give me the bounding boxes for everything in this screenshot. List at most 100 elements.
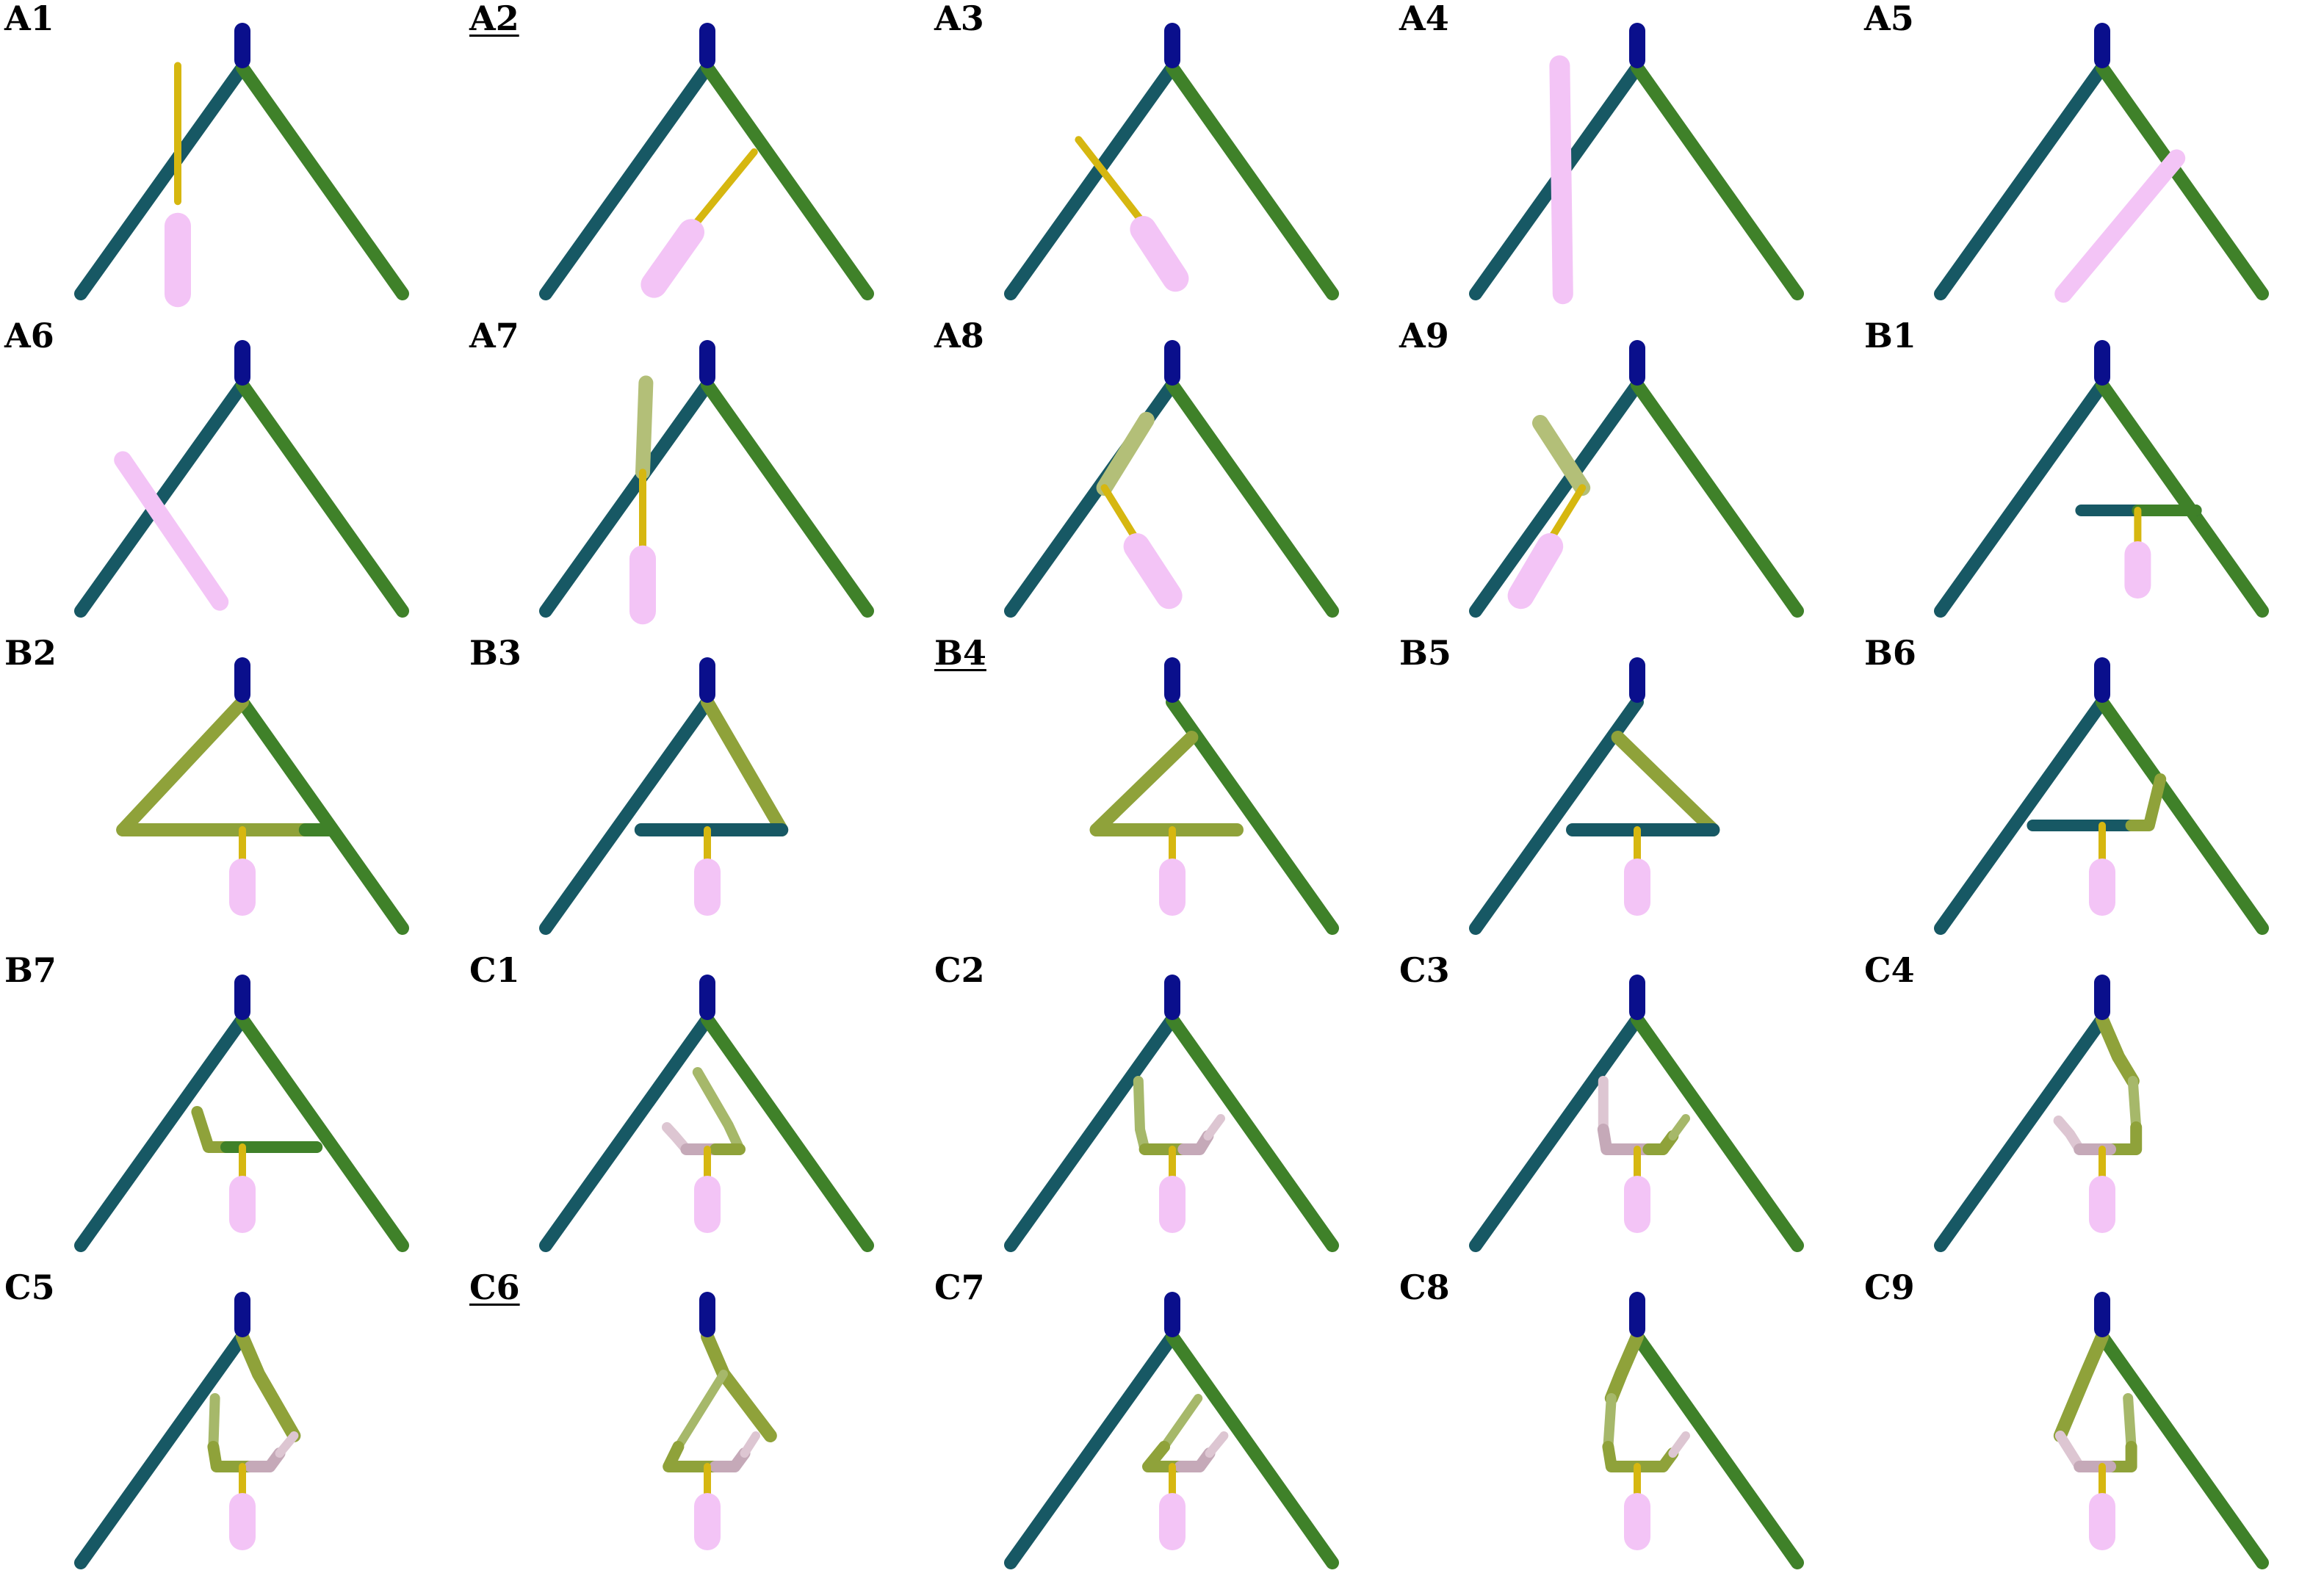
reticulation-segment	[2054, 1431, 2085, 1472]
panel-a1: A1	[0, 0, 464, 317]
tip-segment	[1549, 55, 1573, 305]
tree-diagram	[1934, 657, 2269, 935]
reticulation-segment	[191, 1106, 232, 1153]
reticulation-segment	[2053, 1116, 2085, 1154]
reticulation-segment	[116, 695, 249, 836]
connector-segment	[688, 148, 758, 233]
tip-segment	[1123, 533, 1183, 610]
right-branch	[1631, 1330, 1804, 1569]
reticulation-segment	[275, 1431, 299, 1458]
right-branch	[1166, 61, 1339, 300]
right-branch	[236, 695, 409, 935]
reticulation-segment	[1205, 1431, 1229, 1458]
reticulation-segment	[1603, 1393, 1617, 1452]
reticulation-segment	[674, 1370, 728, 1451]
reticulation-segment	[635, 375, 654, 480]
tree-diagram	[116, 657, 409, 935]
tip-segment	[114, 451, 229, 611]
tree-diagram	[1602, 1292, 1804, 1569]
reticulation-segment	[2053, 1330, 2109, 1442]
reticulation-segment	[1668, 1431, 1690, 1458]
panel-label: A9	[1399, 316, 1449, 355]
reticulation-segment	[1604, 1330, 1644, 1405]
tree-diagram	[74, 975, 409, 1252]
reticulation-segment	[740, 1431, 760, 1458]
left-branch	[1004, 1330, 1179, 1569]
panel-label: A1	[4, 0, 54, 38]
panel-c2: C2	[930, 952, 1394, 1269]
connector-segment	[1075, 136, 1147, 227]
panel-label: A2	[469, 0, 519, 38]
panel-label: C1	[469, 950, 520, 990]
right-branch	[2096, 695, 2269, 935]
panel-label: B1	[1864, 316, 1916, 355]
panel-c5: C5	[0, 1269, 464, 1586]
reticulation-segment	[1611, 731, 1720, 836]
panel-b2: B2	[0, 635, 464, 952]
panel-label: A7	[469, 316, 519, 355]
panel-a3: A3	[930, 0, 1394, 317]
panel-b1: B1	[1860, 317, 2324, 635]
right-branch	[701, 61, 874, 300]
tree-diagram	[1004, 1292, 1339, 1569]
right-branch	[1631, 1013, 1804, 1252]
reticulation-segment	[692, 1067, 745, 1154]
right-branch	[1166, 1013, 1339, 1252]
reticulation-segment	[245, 1447, 286, 1472]
panel-b6: B6	[1860, 635, 2324, 952]
panel-label: B2	[4, 633, 57, 673]
panel-a5: A5	[1860, 0, 2324, 317]
reticulation-segment	[2104, 1441, 2137, 1472]
tree-diagram	[663, 1292, 777, 1550]
right-branch	[1166, 378, 1339, 618]
tree-diagram	[74, 1292, 301, 1569]
left-branch	[74, 378, 249, 618]
reticulation-segment	[2123, 1393, 2137, 1452]
right-branch	[1631, 378, 1804, 618]
left-branch	[539, 1013, 714, 1252]
panel-label: B4	[934, 633, 986, 673]
left-branch	[74, 1013, 249, 1252]
tree-diagram	[1934, 23, 2269, 303]
tree-diagram	[1004, 975, 1339, 1252]
panel-a9: A9	[1395, 317, 1859, 635]
right-branch	[2096, 1330, 2269, 1569]
panel-a8: A8	[930, 317, 1394, 635]
connector-segment	[1546, 484, 1587, 544]
tip-segment	[640, 219, 704, 298]
reticulation-segment	[2125, 773, 2167, 831]
panel-a7: A7	[465, 317, 929, 635]
reticulation-segment	[236, 1330, 301, 1442]
reticulation-segment	[2104, 1121, 2143, 1155]
panel-label: B3	[469, 633, 522, 673]
tree-diagram	[1004, 340, 1339, 618]
left-branch	[1934, 378, 2109, 618]
reticulation-segment	[1174, 1447, 1216, 1472]
reticulation-segment	[2096, 1013, 2140, 1088]
reticulation-segment	[1602, 1441, 1651, 1472]
tree-diagram	[539, 23, 874, 300]
tree-diagram	[1089, 657, 1339, 935]
panel-label: B7	[4, 950, 57, 990]
panel-label: A6	[4, 316, 54, 355]
left-branch	[1934, 695, 2109, 935]
panel-label: A5	[1864, 0, 1914, 38]
reticulation-segment	[1639, 1447, 1679, 1472]
reticulation-segment	[1160, 1394, 1203, 1451]
panel-b3: B3	[465, 635, 929, 952]
right-branch	[701, 1013, 874, 1252]
tree-diagram	[1469, 975, 1804, 1252]
panel-label: A3	[934, 0, 984, 38]
tip-segment	[2054, 149, 2186, 303]
panel-b7: B7	[0, 952, 464, 1269]
left-branch	[74, 1330, 249, 1569]
tree-diagram	[1004, 23, 1339, 300]
right-branch	[236, 61, 409, 300]
reticulation-segment	[1532, 415, 1591, 496]
panel-label: C4	[1864, 950, 1915, 990]
tree-diagram	[74, 340, 409, 618]
reticulation-segment	[1597, 1124, 1655, 1155]
left-branch	[539, 61, 714, 300]
panel-label: C9	[1864, 1268, 1915, 1307]
